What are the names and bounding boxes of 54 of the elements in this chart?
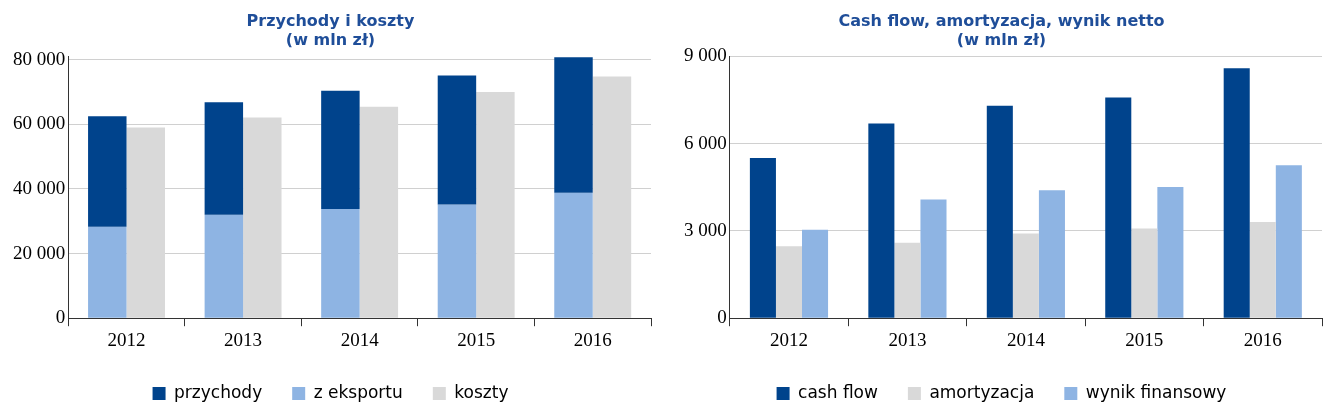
bar	[1038, 190, 1065, 318]
x-tick-label: 2014	[340, 328, 380, 350]
y-tick-label: 0	[55, 306, 66, 328]
chart-subtitle: (w mln zł)	[956, 29, 1047, 49]
bar	[204, 102, 244, 215]
bar	[920, 199, 947, 318]
bar	[437, 75, 477, 205]
bar	[1249, 221, 1276, 318]
bar	[554, 57, 593, 193]
bar	[1157, 187, 1184, 318]
x-tick-label: 2015	[1125, 328, 1164, 350]
chart-title: Przychody i koszty	[246, 10, 415, 30]
bar	[321, 208, 360, 318]
y-tick-label: 60 000	[13, 112, 66, 134]
y-tick-label: 20 000	[13, 241, 66, 263]
bar	[437, 204, 477, 318]
legend-label: z eksportu	[313, 381, 403, 402]
bar	[775, 246, 803, 318]
legend-label: cash flow	[798, 381, 878, 402]
bar	[894, 242, 921, 318]
bar	[204, 214, 244, 318]
bar	[321, 90, 360, 209]
x-tick-label: 2016	[573, 328, 612, 350]
x-tick-label: 2015	[457, 328, 496, 350]
legend-label: koszty	[454, 381, 509, 402]
bar	[1275, 165, 1302, 318]
bar	[1105, 97, 1132, 318]
bar	[1012, 233, 1039, 318]
y-tick-label: 0	[717, 306, 727, 328]
bar	[802, 229, 829, 318]
legend-label: wynik finansowy	[1085, 381, 1227, 402]
bar	[868, 123, 895, 318]
x-tick-label: 2013	[224, 328, 263, 350]
bar	[88, 226, 127, 318]
bar	[986, 105, 1013, 318]
y-tick-label: 9 000	[684, 44, 727, 66]
chart-title: Cash flow, amortyzacja, wynik netto	[838, 10, 1165, 30]
x-tick-label: 2014	[1006, 328, 1046, 350]
chart-subtitle: (w mln zł)	[285, 29, 376, 49]
y-tick-label: 6 000	[684, 131, 727, 153]
bar	[554, 192, 593, 318]
y-tick-label: 3 000	[684, 218, 727, 240]
y-tick-label: 80 000	[13, 47, 66, 69]
legend-label: przychody	[174, 381, 263, 402]
x-tick-label: 2012	[769, 328, 808, 350]
x-tick-label: 2016	[1243, 328, 1282, 350]
legend-label: amortyzacja	[929, 381, 1035, 402]
x-tick-label: 2013	[888, 328, 927, 350]
bar	[88, 116, 127, 227]
bar	[749, 157, 776, 318]
bar	[1131, 228, 1158, 318]
x-tick-label: 2012	[107, 328, 146, 350]
bar	[1223, 68, 1250, 318]
y-tick-label: 40 000	[13, 176, 66, 198]
